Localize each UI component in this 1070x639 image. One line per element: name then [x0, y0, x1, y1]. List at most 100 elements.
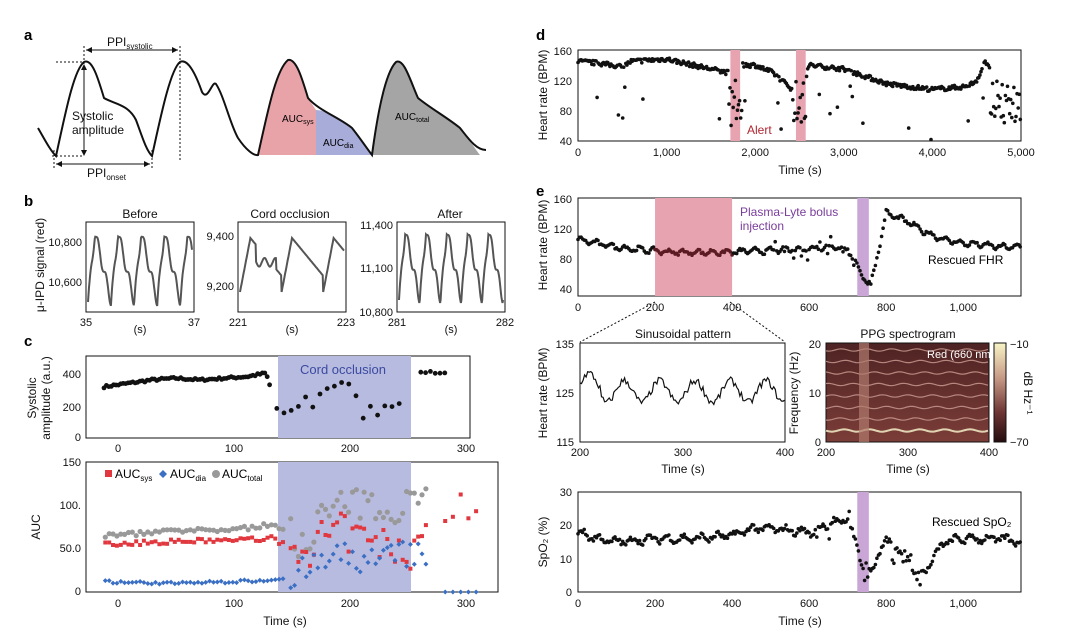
d-heart-rate-point [924, 85, 929, 89]
c-auc-total-point [207, 527, 213, 533]
c-auc-total-point [411, 490, 417, 496]
d-heart-rate-point [794, 79, 798, 84]
e-spo2-point [733, 532, 737, 536]
auc-sys-region [258, 59, 316, 155]
d-alert-label: Alert [747, 123, 772, 137]
c-auc-total-point [234, 526, 240, 532]
c-auc-sys-point [192, 540, 197, 545]
e-spo2-ytick: 30 [560, 487, 572, 499]
e-zoom-ytick: 125 [556, 388, 574, 400]
c-auc-sys-point [323, 533, 328, 537]
c-auc-total-point [110, 531, 116, 537]
c-auc-dia-point [423, 561, 429, 567]
e-spo2-point [992, 535, 996, 539]
b-xtick: 37 [188, 317, 200, 329]
e-hr-point [804, 249, 808, 253]
e-spo2-point [862, 578, 867, 583]
c-systolic-point [432, 370, 438, 376]
c-auc-total-point [145, 529, 151, 535]
e-spo2-point [844, 520, 848, 524]
e-hr-point [975, 240, 979, 245]
e-spo2-point [784, 523, 788, 527]
c-auc-sys-point [188, 539, 193, 544]
d-alert-shade-1 [730, 50, 741, 141]
e-hr-point [845, 247, 850, 251]
c-auc-total-point [322, 506, 329, 512]
e-hr-point [1018, 245, 1022, 249]
panel-label-b: b [24, 193, 33, 210]
b-xtick: 282 [496, 317, 514, 329]
c-auc-total-point [149, 531, 155, 537]
e-spo2-point [855, 543, 859, 547]
c-systolic-point [396, 401, 402, 406]
c-systolic-point [389, 404, 395, 409]
e-spec-inset-label: Red (660 nm) [927, 349, 994, 361]
e-spectrogram-harmonic [825, 359, 989, 364]
c-legend: AUCsys AUCdia AUCtotal [105, 467, 263, 483]
c-auc-sys-point [373, 535, 378, 540]
c-auc-total-point [415, 500, 421, 506]
d-heart-rate-point [967, 84, 972, 88]
c-systolic-point [423, 370, 428, 376]
e-hr-point [824, 243, 828, 248]
c-auc-sys-point [400, 557, 405, 562]
c-auc-sys-point [118, 542, 123, 547]
e-hr-point [961, 240, 965, 245]
d-heart-rate-point [797, 106, 801, 110]
e-spo2-point [895, 546, 899, 550]
systolic-amplitude-label-1: Systolic [72, 109, 113, 123]
e-hr-point [848, 253, 853, 258]
c-auc-total-point [419, 492, 425, 498]
c-auc-dia-point [338, 557, 344, 563]
d-heart-rate-point [791, 98, 795, 102]
e-sinusoid-shade [655, 198, 733, 296]
e-zoom-axes [579, 342, 786, 443]
d-heart-rate-point [998, 96, 1002, 100]
c-auc-sys-point [165, 541, 170, 546]
c-auc-sys-point [161, 541, 166, 546]
e-hr-point [793, 248, 798, 253]
c-auc-sys-point [385, 537, 390, 541]
c-auc-total-point [176, 527, 182, 533]
e-cbar-tick: −70 [1010, 437, 1029, 449]
c-auc-dia-point [365, 560, 371, 565]
e-spo2-point [591, 539, 596, 543]
d-heart-rate-point [868, 74, 873, 78]
b-axes-before [85, 221, 195, 313]
b-signal-before [87, 234, 193, 307]
c-top-xtick: 200 [341, 443, 359, 455]
c-auc-dia-point [373, 561, 379, 567]
c-auc-dia-point [295, 567, 301, 573]
d-heart-rate-point [737, 98, 742, 103]
e-hr-point [707, 250, 711, 255]
c-auc-dia-point [249, 579, 255, 585]
panel-label-d: d [536, 27, 545, 44]
c-auc-total-point [361, 489, 367, 495]
c-auc-dia-point [145, 581, 151, 586]
e-hr-point [1003, 242, 1007, 247]
c-auc-dia-point [218, 578, 224, 584]
e-hr-point [885, 208, 890, 213]
b-title-after: After [437, 207, 462, 221]
c-auc-sys-point [315, 529, 320, 534]
c-auc-dia-point [384, 545, 390, 551]
e-spo2-point [582, 527, 586, 532]
c-auc-total-point [118, 531, 124, 537]
panel-label-a: a [24, 27, 33, 44]
b-ytick: 9,200 [206, 281, 234, 293]
c-auc-total-point [133, 533, 139, 539]
c-auc-total-point [330, 503, 336, 509]
e-zoom-title: Sinusoidal pattern [635, 327, 731, 341]
e-spo2-point [936, 547, 941, 551]
c-auc-total-point [261, 521, 267, 527]
e-spo2-point [975, 537, 979, 541]
c-auc-total-point [400, 510, 406, 516]
c-auc-dia-point [407, 541, 413, 547]
b-xlabel: (s) [445, 324, 458, 336]
e-zoom-ylabel: Heart rate (BPM) [536, 348, 550, 439]
c-auc-total-point [137, 528, 143, 535]
e-hr-point [990, 243, 995, 248]
d-heart-rate-point [732, 95, 737, 99]
c-auc-dia-point [180, 579, 186, 585]
d-xtick: 3,000 [830, 147, 858, 159]
